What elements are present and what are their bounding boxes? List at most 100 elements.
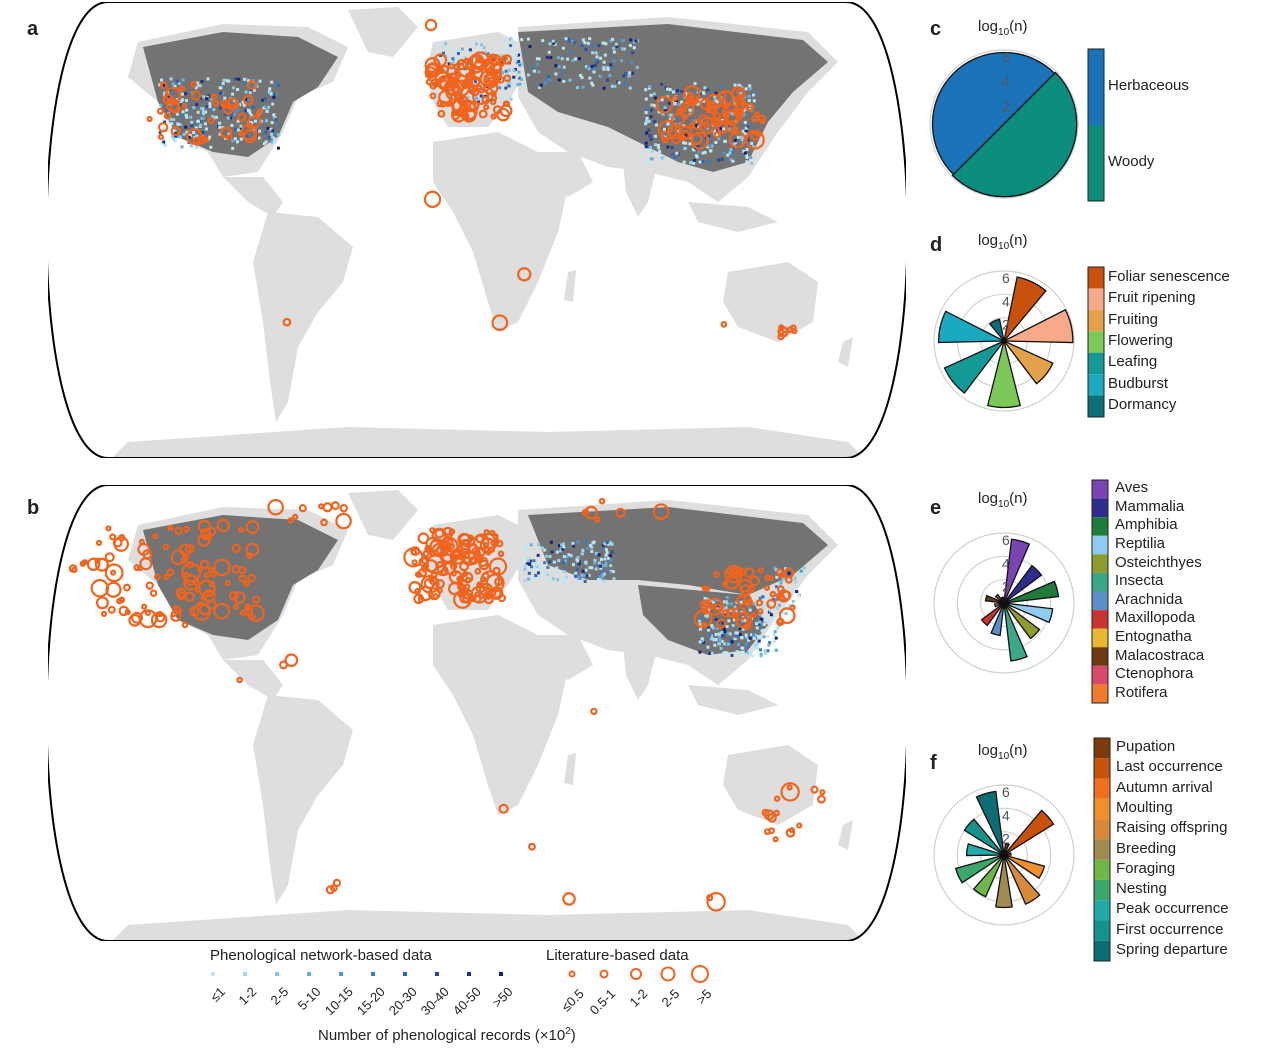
network-point [593,558,597,562]
land-6 [433,615,568,815]
colorbar-swatch [1092,498,1108,518]
network-point [733,139,737,143]
network-point [630,60,634,64]
network-point [265,109,269,113]
network-point [595,60,599,64]
colorbar-label: Ctenophora [1115,665,1194,683]
literature-point [224,579,231,587]
literature-point [411,559,418,566]
network-point [501,86,505,90]
network-point [649,108,653,112]
literature-point [231,564,241,574]
network-point [257,136,261,140]
literature-point [436,99,445,108]
network-point [592,540,596,544]
literature-point [199,559,210,570]
network-point [743,95,747,99]
network-point [708,651,712,655]
literature-point [459,561,470,572]
network-point [773,630,777,634]
rose-bar-autumn-arrival [1003,852,1012,856]
network-point [746,125,750,129]
network-point [576,540,580,544]
network-point [751,633,755,637]
network-point [719,127,723,131]
network-point [524,548,528,552]
network-point [535,57,539,61]
literature-point [713,571,720,578]
network-point [713,95,717,99]
network-point [218,121,222,125]
network-point [451,59,455,63]
network-point [577,562,581,566]
literature-point [458,591,465,598]
rose-chart-e: 2 4 6 [933,532,1075,674]
network-point [752,637,756,641]
literature-point [216,518,230,533]
colorbar-label: Herbaceous [1108,77,1189,94]
network-point [702,616,706,620]
network-point [556,56,560,60]
network-point [724,606,728,610]
network-point [208,135,212,139]
rose-title-sub: 10 [998,241,1010,252]
network-legend-swatch [499,972,503,976]
network-point [199,106,203,110]
network-point [598,74,602,78]
network-point [201,112,205,116]
land-2 [223,177,283,217]
colorbar-swatch [1092,684,1108,703]
network-point [231,139,235,143]
network-point [725,625,729,629]
network-point [271,129,275,133]
literature-point [410,549,417,556]
network-point [748,636,752,640]
network-point [258,79,262,83]
network-point [470,50,474,54]
literature-legend-title: Literature-based data [546,947,689,964]
network-point [602,60,606,64]
literature-point [320,518,328,527]
network-point [178,125,182,129]
network-point [719,646,723,650]
network-point [564,559,568,563]
colorbar-swatch [1094,798,1110,820]
colorbar-label: Maxillopoda [1115,609,1196,627]
network-point [486,52,490,56]
rose-radial-tick: 4 [1002,74,1010,90]
network-point [794,587,798,591]
network-point [514,52,518,56]
literature-point [252,595,261,604]
network-point [177,82,181,86]
network-point [704,614,708,618]
network-point [533,566,537,570]
network-point [729,610,733,614]
network-point [584,540,588,544]
literature-point [759,118,766,125]
land-3 [253,695,353,905]
network-point [612,59,616,63]
network-point [580,44,584,48]
network-point [744,619,748,623]
literature-point [763,828,771,836]
network-point [622,74,626,78]
rose-bar-aves [1003,538,1031,604]
literature-point [189,606,200,617]
network-point [774,568,778,572]
literature-point [724,575,739,590]
network-point [644,122,648,126]
network-point [623,81,627,85]
network-point [527,577,531,581]
network-point [765,596,769,600]
network-point [745,147,749,151]
legend-xlabel-text: Number of phenological records (×10 [318,1027,566,1044]
network-point [749,155,753,159]
network-point [666,122,670,126]
literature-point [722,110,730,118]
network-point [591,83,595,87]
network-point [768,609,772,613]
network-point [741,627,745,631]
network-point [722,151,726,155]
colorbar-label: Moulting [1116,798,1173,816]
rose-bar-insecta [1003,602,1028,662]
